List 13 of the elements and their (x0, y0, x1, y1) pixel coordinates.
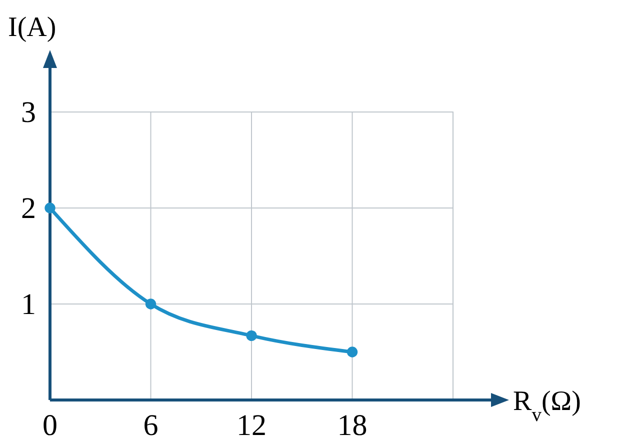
point (246, 330, 257, 342)
x-tick-label: 12 (236, 409, 267, 442)
point (145, 298, 156, 310)
x-axis-title: R$_{v}$(Ω) (513, 386, 581, 426)
x-tick-label: 6 (143, 409, 158, 442)
point (346, 346, 358, 358)
y-tick-label: 1 (21, 288, 36, 321)
y-tick-label: 2 (21, 192, 36, 225)
x-tick-label: 18 (337, 409, 368, 442)
x-tick-label: 0 (42, 409, 58, 442)
y-tick-label: 3 (21, 96, 36, 129)
y-axis-title: I(A) (8, 12, 56, 43)
point (44, 202, 56, 214)
